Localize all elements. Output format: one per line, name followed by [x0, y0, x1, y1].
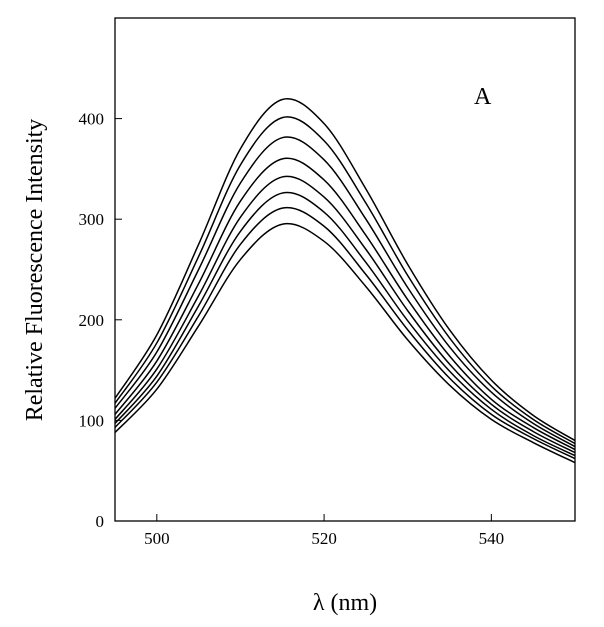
x-tick-label: 540 — [479, 529, 505, 548]
y-tick-label: 0 — [96, 512, 105, 531]
y-axis-label: Relative Fluorescence Intensity — [22, 119, 48, 422]
spectrum-line — [114, 136, 576, 448]
spectrum-line — [114, 97, 576, 442]
plot-frame — [114, 17, 576, 522]
y-tick-label: 400 — [79, 110, 105, 129]
x-axis-label: λ (nm) — [313, 590, 377, 616]
spectrum-line — [114, 116, 576, 445]
x-tick-label: 500 — [144, 529, 170, 548]
spectrum-line — [114, 206, 576, 460]
panel-annotation: A — [474, 84, 492, 110]
y-tick-label: 200 — [79, 311, 105, 330]
y-tick-label: 100 — [79, 411, 105, 430]
x-tick-label: 520 — [311, 529, 337, 548]
spectrum-line — [114, 175, 576, 454]
spectrum-line — [114, 191, 576, 457]
spectrum-line — [114, 157, 576, 451]
y-tick-label: 300 — [79, 210, 105, 229]
spectrum-line — [114, 222, 576, 464]
